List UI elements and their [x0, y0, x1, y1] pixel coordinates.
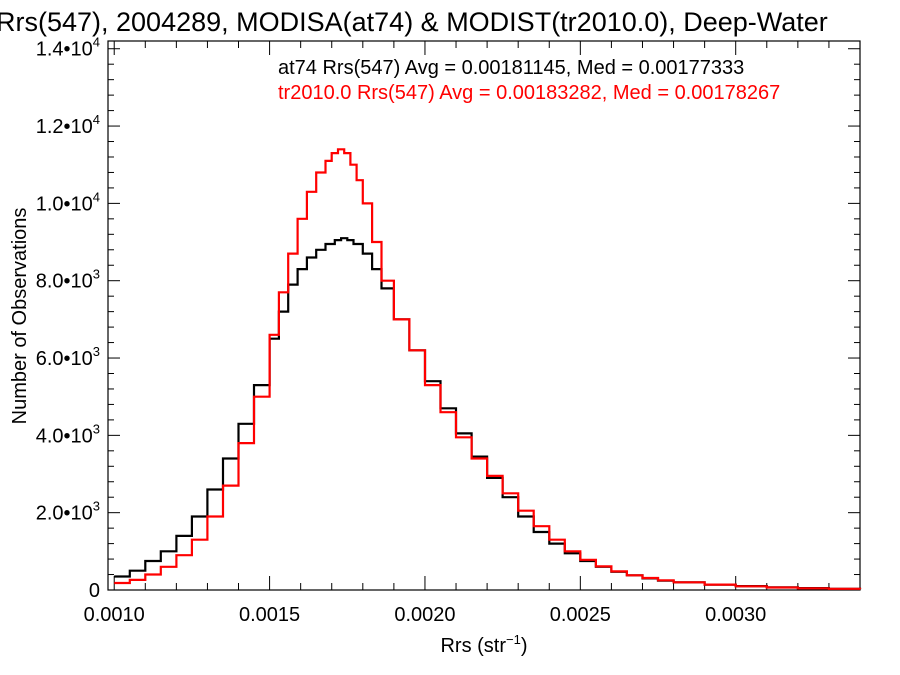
- plot-frame: [107, 40, 861, 591]
- series-tr2010-line: [114, 148, 862, 590]
- y-tick-label-exponent: 3: [93, 499, 100, 514]
- x-axis-label-close: ): [521, 635, 528, 657]
- x-axis-label-main: Rrs (str: [440, 635, 506, 657]
- x-tick-label: 0.0030: [705, 604, 766, 626]
- y-tick-label-exponent: 4: [93, 35, 100, 50]
- y-axis-ticks: 02.0•1034.0•1036.0•1038.0•1031.0•1041.2•…: [36, 35, 860, 602]
- series-layer: [114, 148, 862, 590]
- y-tick-label: 4.0•103: [36, 421, 100, 447]
- y-tick-label-mantissa: 0: [89, 580, 100, 602]
- x-axis-ticks: 0.0010 0.0015 0.0020 0.0025 0.0030: [84, 41, 861, 626]
- chart-title: Rrs(547), 2004289, MODISA(at74) & MODIST…: [0, 7, 828, 37]
- y-tick-label-mantissa: 6.0•10: [36, 348, 93, 370]
- y-tick-label: 1.0•104: [36, 189, 100, 215]
- y-tick-label-mantissa: 1.2•10: [36, 116, 93, 138]
- annotation-at74: at74 Rrs(547) Avg = 0.00181145, Med = 0.…: [278, 57, 744, 79]
- y-tick-label-exponent: 3: [93, 421, 100, 436]
- y-tick-label-mantissa: 8.0•10: [36, 271, 93, 293]
- x-tick-label: 0.0025: [550, 604, 611, 626]
- series-at74-line: [114, 237, 862, 590]
- y-tick-label: 0: [89, 580, 100, 602]
- x-axis-label-exponent: −1: [506, 632, 521, 647]
- y-tick-label-exponent: 3: [93, 267, 100, 282]
- annotation-tr2010: tr2010.0 Rrs(547) Avg = 0.00183282, Med …: [278, 82, 780, 104]
- x-tick-label: 0.0010: [84, 604, 145, 626]
- x-axis-label: Rrs (str−1): [440, 632, 527, 657]
- y-tick-label-exponent: 3: [93, 344, 100, 359]
- y-tick-label: 8.0•103: [36, 267, 100, 293]
- x-tick-label: 0.0015: [239, 604, 300, 626]
- y-tick-label: 1.4•104: [36, 35, 100, 61]
- y-axis-label: Number of Observations: [9, 208, 31, 425]
- y-tick-label: 2.0•103: [36, 499, 100, 525]
- y-tick-label-exponent: 4: [93, 189, 100, 204]
- y-tick-label-mantissa: 1.0•10: [36, 193, 93, 215]
- y-tick-label-exponent: 4: [93, 112, 100, 127]
- y-tick-label-mantissa: 2.0•10: [36, 503, 93, 525]
- x-tick-label: 0.0020: [394, 604, 455, 626]
- y-tick-label-mantissa: 4.0•10: [36, 425, 93, 447]
- y-tick-label: 1.2•104: [36, 112, 100, 138]
- plot-border: [107, 40, 861, 591]
- y-tick-label: 6.0•103: [36, 344, 100, 370]
- y-tick-label-mantissa: 1.4•10: [36, 39, 93, 61]
